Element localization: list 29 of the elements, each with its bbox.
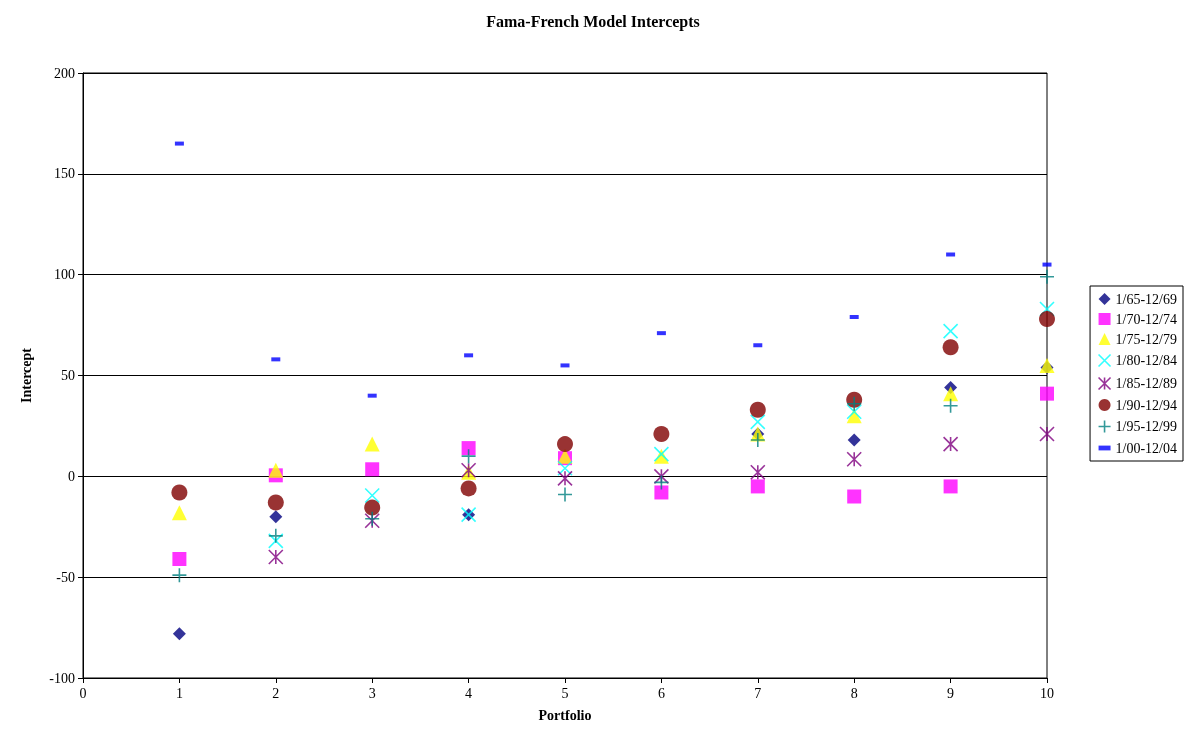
x-tick-label: 7 [754,685,762,701]
legend-label: 1/95-12/99 [1115,419,1178,434]
legend-label: 1/00-12/04 [1115,440,1178,456]
legend-label: 1/65-12/69 [1115,291,1178,307]
y-tick-label: 200 [54,65,75,81]
legend-label: 1/90-12/94 [1115,397,1178,413]
x-tick-label: 0 [79,685,87,701]
y-axis-title: Intercept [18,347,34,403]
legend-label: 1/75-12/79 [1115,331,1178,347]
x-tick-label: 3 [368,685,376,701]
x-tick-label: 9 [947,685,955,701]
legend-label: 1/80-12/84 [1115,353,1178,368]
y-tick-label: 0 [68,468,75,484]
legend-label: 1/70-12/74 [1115,311,1178,327]
chart-title: Fama-French Model Intercepts [486,12,700,31]
x-tick-label: 8 [850,685,858,701]
y-tick-label: -50 [56,569,75,585]
x-axis-title: Portfolio [538,707,592,723]
x-tick-label: 2 [272,685,280,701]
x-tick-label: 10 [1040,685,1054,701]
y-tick-label: 150 [54,166,75,182]
x-tick-label: 6 [657,685,665,701]
y-tick-label: 50 [61,368,75,383]
x-tick-label: 5 [561,685,569,701]
legend-label: 1/85-12/89 [1115,376,1178,391]
x-tick-label: 4 [465,685,473,701]
x-tick-label: 1 [175,685,183,701]
y-tick-label: -100 [49,670,75,686]
y-tick-label: 100 [54,267,75,283]
